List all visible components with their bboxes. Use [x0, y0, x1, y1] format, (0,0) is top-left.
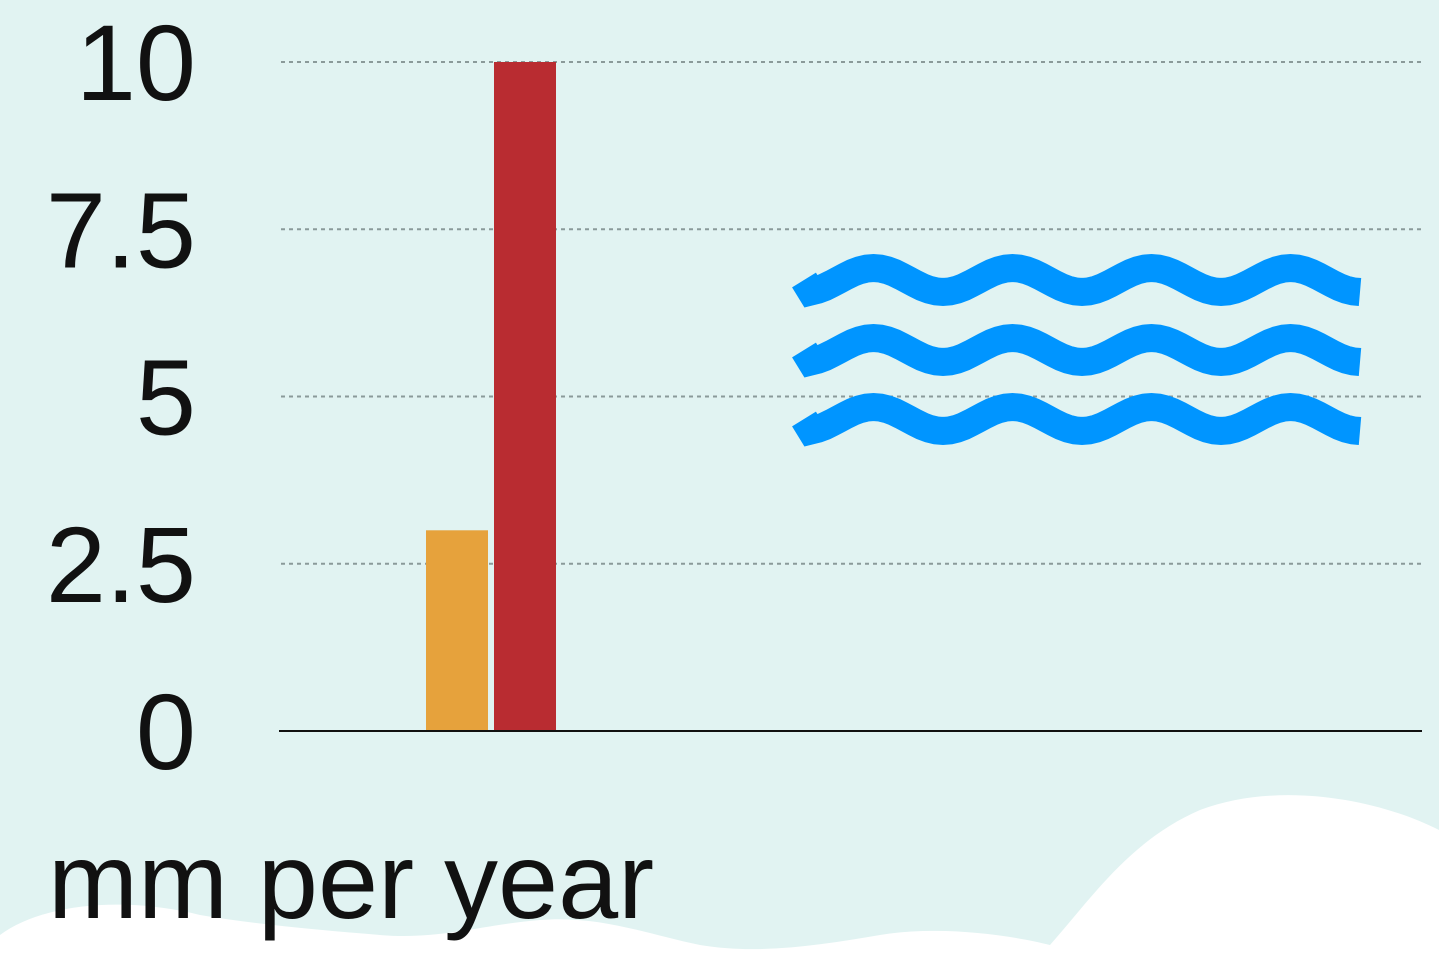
bar — [426, 530, 488, 731]
y-tick-label: 0 — [136, 671, 196, 792]
bar — [494, 62, 556, 731]
wave-line — [792, 253, 1362, 308]
wave-line — [792, 392, 1362, 447]
y-tick-label: 2.5 — [46, 504, 196, 625]
gridlines — [281, 61, 1422, 565]
y-tick-label: 7.5 — [46, 169, 196, 290]
y-axis-unit-label: mm per year — [48, 820, 654, 941]
wave-line — [792, 323, 1362, 378]
y-tick-labels: 0 2.5 5 7.5 10 — [46, 2, 196, 792]
water-waves-icon — [792, 253, 1362, 447]
y-tick-label: 5 — [136, 337, 196, 458]
y-tick-label: 10 — [76, 2, 196, 123]
cloud-decoration — [0, 795, 1439, 954]
bars — [426, 62, 556, 731]
